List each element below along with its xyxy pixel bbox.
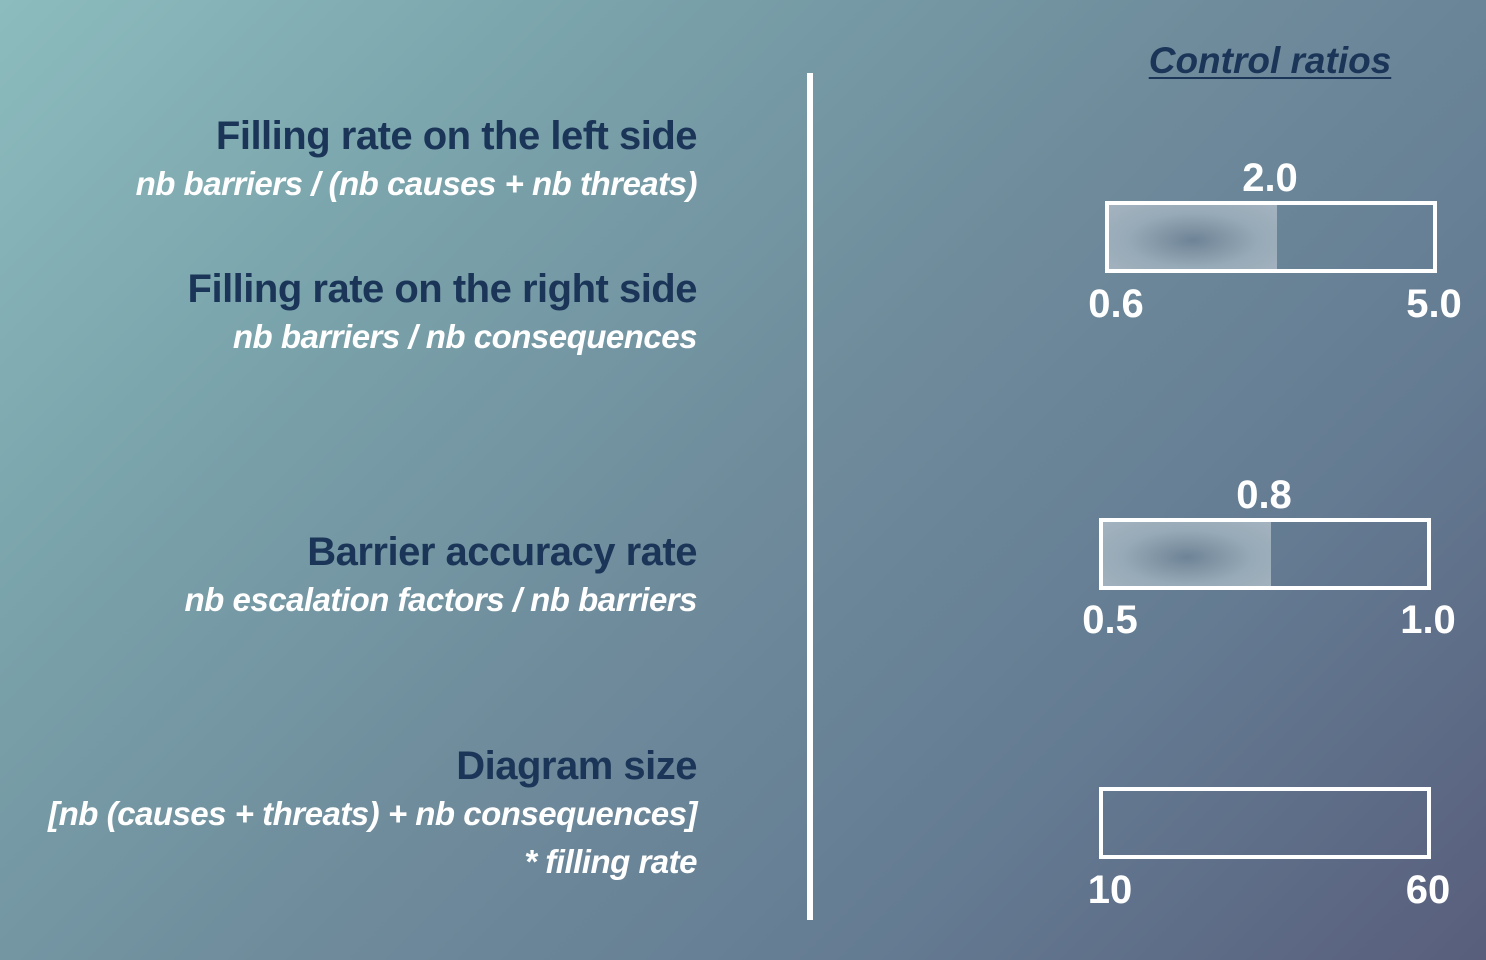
metric-right-filling-rate: Filling rate on the right side nb barrie…	[187, 265, 698, 361]
metric-formula: nb barriers / nb consequences	[232, 318, 698, 355]
gauge-bar	[1099, 518, 1431, 590]
gauge-min-label: 0.6	[1088, 282, 1144, 326]
metric-formula: nb escalation factors / nb barriers	[184, 581, 698, 618]
metric-diagram-size: Diagram size [nb (causes + threats) + nb…	[48, 742, 697, 886]
gauge-value-label: 2.0	[1242, 156, 1298, 200]
gauge-bar	[1099, 787, 1431, 859]
gauge-max-label: 5.0	[1406, 282, 1462, 326]
metric-title: Filling rate on the left side	[215, 114, 698, 158]
gauge-value-label: 0.8	[1236, 473, 1292, 517]
metric-left-filling-rate: Filling rate on the left side nb barrier…	[135, 112, 698, 208]
control-ratios-title: Control ratios	[1148, 40, 1392, 81]
metric-title: Diagram size	[456, 744, 697, 788]
metric-formula-line-2: * filling rate	[524, 843, 697, 880]
metric-title: Barrier accuracy rate	[307, 530, 697, 574]
metric-title: Filling rate on the right side	[187, 267, 698, 311]
gauge-fill	[1103, 522, 1272, 586]
metric-formula-line-1: [nb (causes + threats) + nb consequences…	[48, 795, 697, 832]
vertical-divider	[807, 73, 813, 920]
metric-barrier-accuracy-rate: Barrier accuracy rate nb escalation fact…	[185, 528, 698, 624]
gauge-bar	[1105, 201, 1437, 273]
gauge-max-label: 1.0	[1400, 598, 1456, 642]
gauge-min-label: 0.5	[1082, 598, 1138, 642]
gauge-min-label: 10	[1087, 868, 1133, 912]
gauge-max-label: 60	[1405, 868, 1451, 912]
metric-formula: nb barriers / (nb causes + nb threats)	[135, 165, 698, 202]
gauge-fill	[1109, 205, 1278, 269]
